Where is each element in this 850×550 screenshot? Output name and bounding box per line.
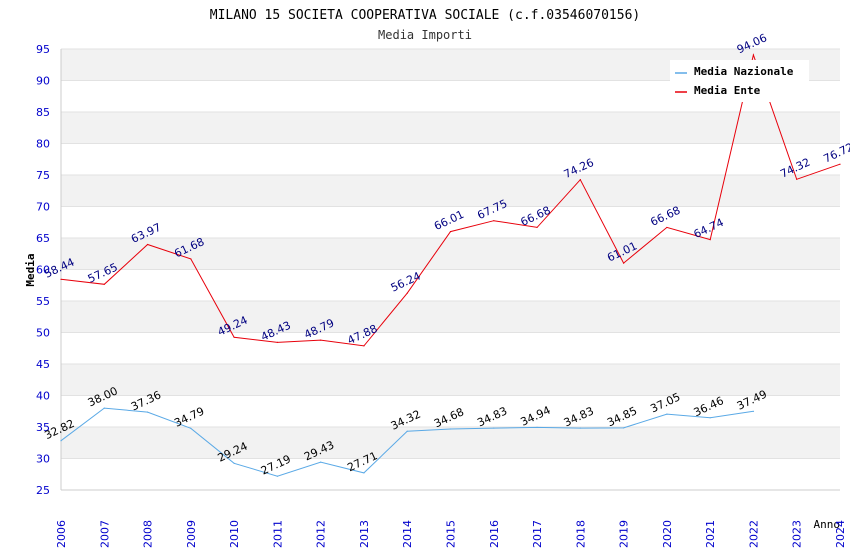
data-point <box>276 341 278 343</box>
data-point <box>536 426 538 428</box>
y-tick-label: 95 <box>36 43 50 56</box>
x-tick-label: 2009 <box>185 520 198 548</box>
grid-band <box>61 301 840 333</box>
data-point <box>579 179 581 181</box>
data-point <box>190 427 192 429</box>
grid-band <box>61 427 840 459</box>
grid-band <box>61 395 840 427</box>
x-tick-label: 2016 <box>488 520 501 548</box>
x-tick-label: 2010 <box>228 520 241 548</box>
legend-label-ente: Media Ente <box>694 84 761 97</box>
x-tick-label: 2018 <box>574 520 587 548</box>
x-tick-label: 2020 <box>661 520 674 548</box>
x-tick-label: 2024 <box>834 520 847 548</box>
data-point <box>406 430 408 432</box>
y-tick-label: 60 <box>36 264 50 277</box>
grid-band <box>61 364 840 396</box>
grid-band <box>61 143 840 175</box>
x-tick-label: 2006 <box>55 520 68 548</box>
data-point <box>493 427 495 429</box>
x-axis-label: Anno <box>814 518 841 531</box>
data-point <box>406 292 408 294</box>
y-tick-label: 90 <box>36 75 50 88</box>
x-tick-label: 2021 <box>704 520 717 548</box>
data-point <box>579 427 581 429</box>
grid-band <box>61 458 840 490</box>
data-point <box>146 243 149 246</box>
data-point <box>536 226 538 229</box>
data-point <box>839 163 841 165</box>
y-tick-label: 75 <box>36 169 50 182</box>
data-point <box>103 407 105 409</box>
grid-band <box>61 269 840 301</box>
x-tick-label: 2022 <box>747 520 760 548</box>
grid-band <box>61 112 840 144</box>
y-tick-label: 70 <box>36 201 50 214</box>
grid-band <box>61 206 840 238</box>
data-point <box>623 427 625 429</box>
x-tick-label: 2019 <box>618 520 631 548</box>
x-tick-label: 2017 <box>531 520 544 548</box>
y-tick-label: 40 <box>36 390 50 403</box>
legend-label-nazionale: Media Nazionale <box>694 65 794 78</box>
grid-band <box>61 332 840 364</box>
grid-band <box>61 238 840 270</box>
y-tick-label: 65 <box>36 232 50 245</box>
y-axis-label: Media <box>24 253 37 286</box>
data-point <box>449 231 452 233</box>
data-point <box>363 472 365 474</box>
data-point <box>233 336 235 338</box>
data-point <box>60 278 62 280</box>
chart-subtitle: Media Importi <box>378 28 472 42</box>
x-tick-label: 2011 <box>271 520 284 548</box>
data-point <box>449 428 452 430</box>
x-tick-label: 2012 <box>315 520 328 548</box>
legend: Media Nazionale Media Ente <box>670 60 809 102</box>
y-tick-label: 35 <box>36 421 50 434</box>
data-point <box>363 345 365 347</box>
data-point <box>666 226 668 229</box>
y-tick-label: 50 <box>36 327 50 340</box>
data-point <box>146 411 149 413</box>
chart-title: MILANO 15 SOCIETA COOPERATIVA SOCIALE (c… <box>210 8 640 23</box>
legend-box <box>670 60 809 102</box>
y-tick-label: 85 <box>36 106 50 119</box>
data-point <box>276 475 278 477</box>
x-tick-label: 2014 <box>401 520 414 548</box>
data-point <box>320 461 322 463</box>
x-tick-label: 2023 <box>791 520 804 548</box>
grid-band <box>61 175 840 207</box>
data-point <box>752 410 755 412</box>
data-point <box>709 239 711 241</box>
y-tick-label: 30 <box>36 453 50 466</box>
y-tick-label: 45 <box>36 358 50 371</box>
data-point <box>493 220 495 222</box>
data-point <box>233 462 235 464</box>
x-tick-label: 2013 <box>358 520 371 548</box>
data-point <box>623 262 625 264</box>
y-tick-label: 80 <box>36 138 50 151</box>
y-tick-label: 25 <box>36 484 50 497</box>
data-point <box>666 413 668 415</box>
y-tick-label: 55 <box>36 295 50 308</box>
data-point <box>752 54 755 56</box>
data-point <box>320 339 322 341</box>
x-tick-label: 2007 <box>98 520 111 548</box>
x-tick-label: 2015 <box>445 520 458 548</box>
data-point <box>103 283 105 285</box>
data-point <box>796 178 798 180</box>
data-point <box>60 440 62 442</box>
x-tick-label: 2008 <box>142 520 155 548</box>
data-point <box>190 258 192 260</box>
data-point <box>709 417 711 419</box>
